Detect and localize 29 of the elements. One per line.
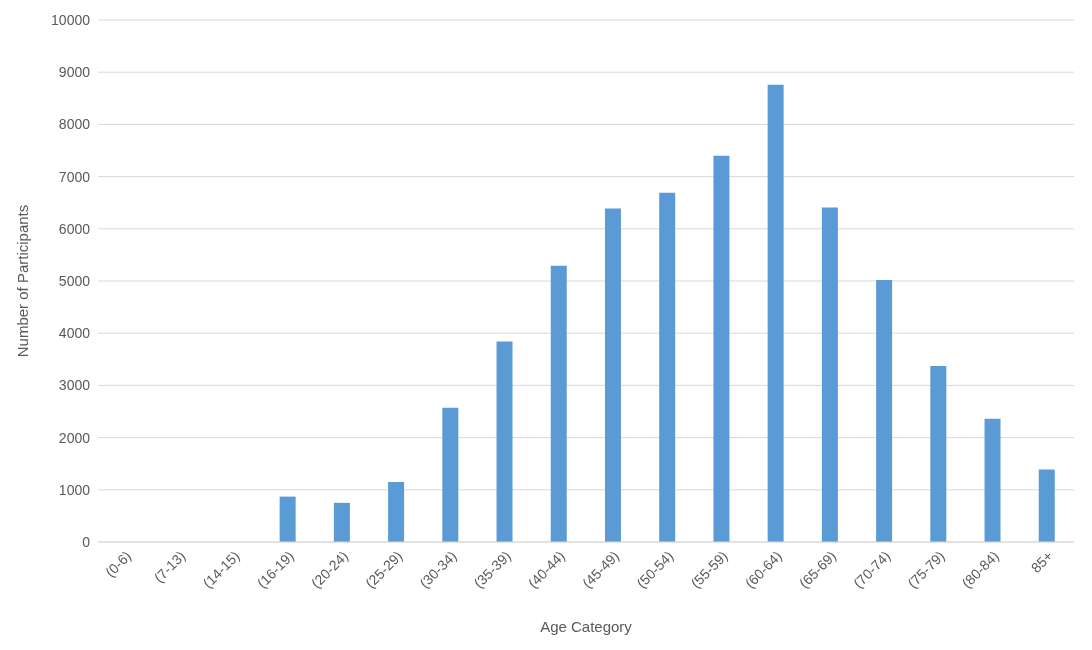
bar [659, 192, 676, 542]
bar [496, 341, 513, 542]
y-tick-label: 2000 [58, 429, 91, 446]
y-axis-title: Number of Participants [14, 204, 32, 358]
bar [333, 502, 350, 542]
y-tick-label: 3000 [58, 377, 91, 394]
y-tick-label: 6000 [58, 220, 91, 237]
bar [604, 208, 621, 542]
y-tick-label: 0 [82, 533, 91, 550]
y-tick-label: 4000 [58, 325, 91, 342]
bar [388, 481, 405, 542]
bar [876, 279, 893, 542]
bar [1038, 469, 1055, 542]
bar [984, 418, 1001, 542]
bar [930, 366, 947, 542]
y-tick-label: 9000 [58, 64, 91, 81]
bar [442, 407, 459, 542]
x-tick-label: 85+ [1027, 547, 1057, 576]
bar [713, 155, 730, 542]
y-tick-label: 5000 [58, 272, 91, 289]
y-tick-label: 8000 [58, 116, 91, 133]
bar [279, 496, 296, 542]
bar [821, 207, 838, 542]
bar [767, 84, 784, 542]
y-tick-label: 1000 [58, 481, 91, 498]
bar [550, 265, 567, 542]
y-tick-label: 10000 [51, 11, 91, 28]
y-tick-label: 7000 [58, 168, 91, 185]
x-axis-title: Age Category [540, 618, 633, 635]
